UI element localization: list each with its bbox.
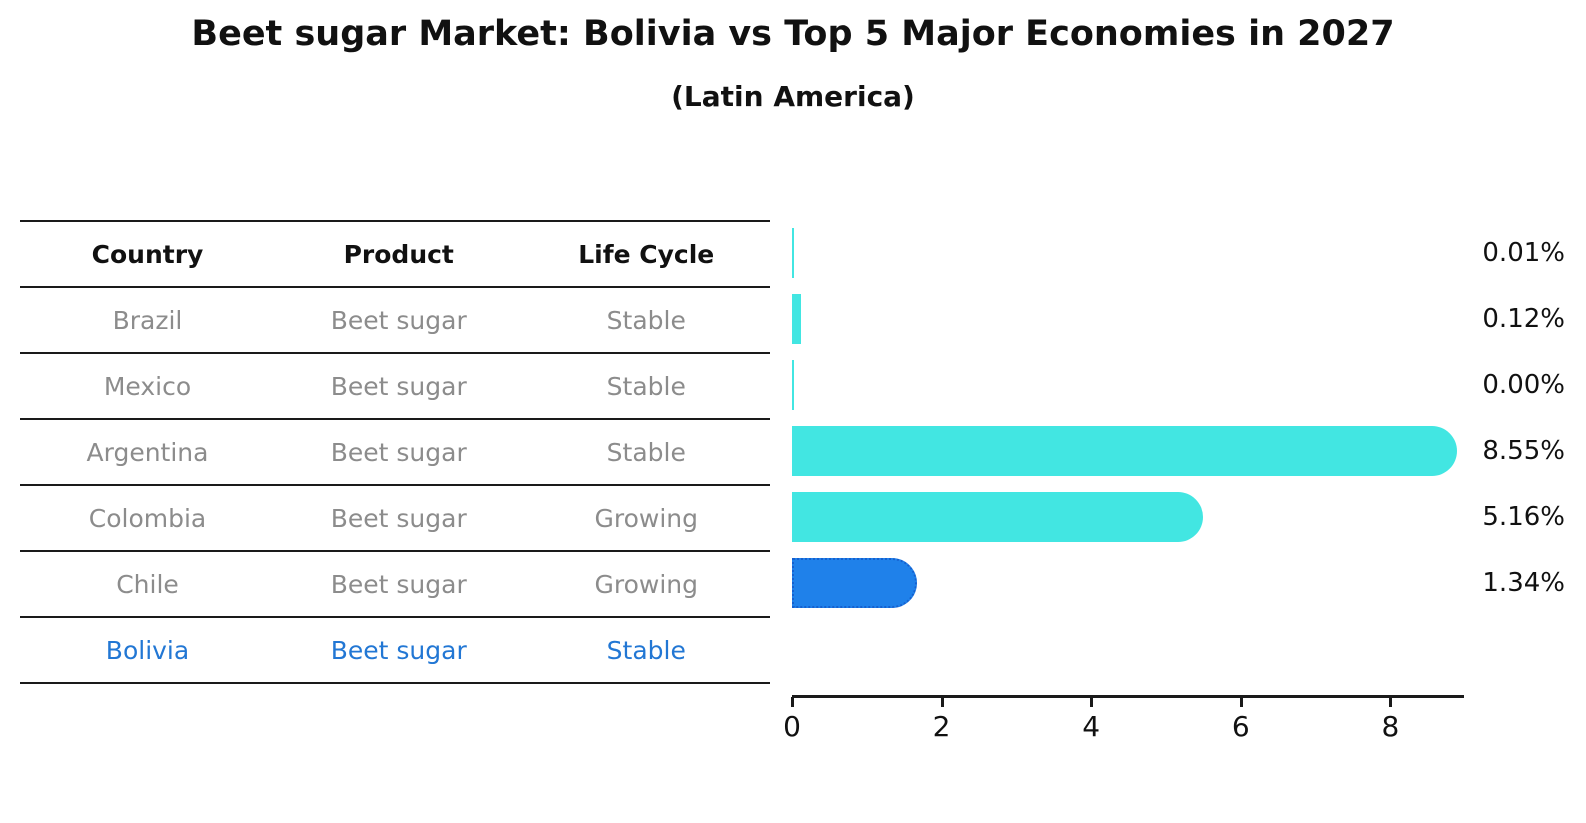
x-tick — [791, 697, 794, 707]
x-tick-label: 0 — [783, 710, 801, 743]
table-row-brazil: Brazil Beet sugar Stable — [20, 286, 770, 352]
cell-life-cycle: Stable — [606, 371, 686, 401]
table-row-colombia: Colombia Beet sugar Growing — [20, 484, 770, 550]
cell-life-cycle: Stable — [606, 305, 686, 335]
cell-country: Colombia — [88, 503, 207, 533]
cell-country: Chile — [116, 569, 179, 599]
value-label-bolivia: 1.34% — [1482, 568, 1565, 598]
cell-country: Bolivia — [105, 635, 190, 665]
x-tick — [1239, 697, 1243, 707]
bar-mexico — [792, 294, 801, 344]
table-header-row: Country Product Life Cycle — [20, 220, 770, 286]
cell-product: Beet sugar — [330, 437, 467, 467]
x-tick-label: 6 — [1231, 710, 1250, 743]
column-header-product: Product — [343, 239, 454, 269]
x-tick-label: 2 — [932, 710, 951, 743]
plot-area: 0 2 4 6 8 — [783, 220, 1492, 800]
cell-life-cycle: Growing — [594, 503, 698, 533]
table-row-chile: Chile Beet sugar Growing — [20, 550, 770, 616]
x-tick — [1090, 697, 1094, 707]
cell-product: Beet sugar — [330, 569, 467, 599]
bar-brazil — [792, 228, 794, 278]
cell-country: Argentina — [86, 437, 209, 467]
cell-life-cycle: Stable — [606, 437, 686, 467]
x-tick — [940, 697, 944, 707]
cell-life-cycle: Stable — [606, 635, 686, 665]
column-header-country: Country — [91, 239, 204, 269]
bar-colombia — [792, 426, 1457, 476]
cell-product: Beet sugar — [330, 305, 467, 335]
table-row-mexico: Mexico Beet sugar Stable — [20, 352, 770, 418]
x-tick — [1389, 697, 1393, 707]
chart-subtitle: (Latin America) — [671, 80, 915, 113]
bar-bolivia — [792, 558, 918, 608]
value-label-chile: 5.16% — [1482, 502, 1565, 532]
value-label-mexico: 0.12% — [1482, 304, 1565, 334]
x-axis — [792, 695, 1464, 698]
value-label-colombia: 8.55% — [1482, 436, 1565, 466]
cell-product: Beet sugar — [330, 503, 467, 533]
chart-title: Beet sugar Market: Bolivia vs Top 5 Majo… — [191, 14, 1395, 54]
value-label-argentina: 0.00% — [1482, 370, 1565, 400]
cell-product: Beet sugar — [330, 371, 467, 401]
bar-chile — [792, 492, 1203, 542]
column-header-life-cycle: Life Cycle — [578, 239, 715, 269]
value-label-brazil: 0.01% — [1482, 238, 1565, 268]
table-row-argentina: Argentina Beet sugar Stable — [20, 418, 770, 484]
bar-argentina — [792, 360, 794, 410]
x-tick-label: 8 — [1381, 710, 1400, 743]
cell-product: Beet sugar — [330, 635, 467, 665]
cell-life-cycle: Growing — [594, 569, 698, 599]
table-row-bolivia: Bolivia Beet sugar Stable — [20, 616, 770, 682]
cell-country: Mexico — [103, 371, 192, 401]
x-tick-label: 4 — [1082, 710, 1101, 743]
cell-country: Brazil — [112, 305, 183, 335]
data-table: Country Product Life Cycle Brazil Beet suga… — [20, 220, 770, 684]
